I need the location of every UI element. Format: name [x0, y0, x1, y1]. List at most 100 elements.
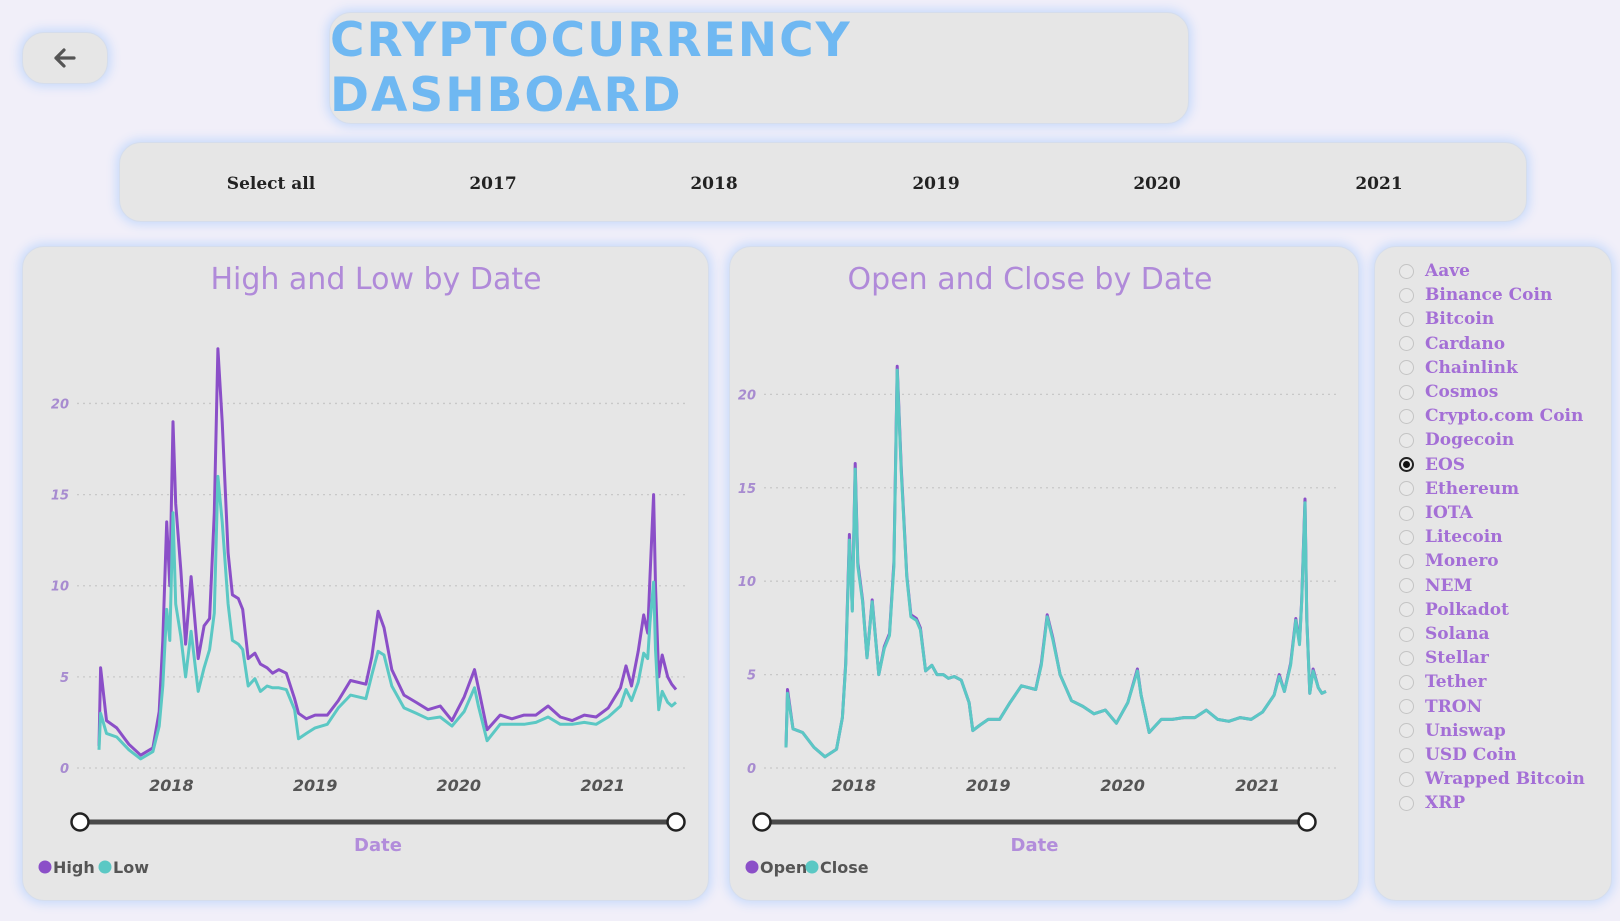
- chart-title: High and Low by Date: [210, 262, 541, 297]
- date-range-end-handle[interactable]: [1297, 812, 1317, 832]
- coin-option-uniswap[interactable]: Uniswap: [1399, 720, 1506, 742]
- coin-option-bitcoin[interactable]: Bitcoin: [1399, 308, 1494, 330]
- y-tick-label: 20: [738, 388, 756, 403]
- radio-button[interactable]: [1399, 578, 1414, 594]
- date-range-start-handle[interactable]: [752, 812, 772, 832]
- legend-marker-low: [98, 860, 112, 874]
- radio-button[interactable]: [1399, 432, 1414, 448]
- series-line-close: [784, 368, 1327, 759]
- coin-option-crypto-com-coin[interactable]: Crypto.com Coin: [1399, 405, 1583, 427]
- coin-option-monero[interactable]: Monero: [1399, 550, 1499, 572]
- radio-button[interactable]: [1399, 311, 1414, 327]
- coin-label: Uniswap: [1425, 720, 1506, 741]
- y-tick-label: 5: [60, 671, 69, 686]
- coin-label: Cardano: [1425, 333, 1506, 354]
- y-tick-label: 20: [51, 397, 69, 412]
- series-line-open: [784, 364, 1327, 759]
- coin-option-wrapped-bitcoin[interactable]: Wrapped Bitcoin: [1399, 768, 1585, 790]
- open-close-chart-card: Open and Close by Date 0 5 10 15 20 2018 2019 20…: [729, 246, 1359, 901]
- coin-option-nem[interactable]: NEM: [1399, 575, 1472, 597]
- radio-button[interactable]: [1399, 699, 1414, 715]
- x-tick-label: 2019: [293, 776, 338, 795]
- year-option-2018[interactable]: 2018: [690, 174, 738, 194]
- radio-button[interactable]: [1399, 626, 1414, 642]
- y-tick-label: 10: [738, 575, 756, 590]
- coin-option-polkadot[interactable]: Polkadot: [1399, 599, 1509, 621]
- radio-button[interactable]: [1399, 263, 1414, 279]
- coin-option-iota[interactable]: IOTA: [1399, 502, 1473, 524]
- coin-option-cosmos[interactable]: Cosmos: [1399, 381, 1498, 403]
- radio-button[interactable]: [1399, 602, 1414, 618]
- coin-option-dogecoin[interactable]: Dogecoin: [1399, 429, 1514, 451]
- coin-option-litecoin[interactable]: Litecoin: [1399, 526, 1503, 548]
- coin-option-chainlink[interactable]: Chainlink: [1399, 357, 1518, 379]
- radio-button[interactable]: [1399, 287, 1414, 303]
- radio-button[interactable]: [1399, 723, 1414, 739]
- coin-option-tron[interactable]: TRON: [1399, 696, 1482, 718]
- radio-button[interactable]: [1399, 553, 1414, 569]
- coin-label: Monero: [1425, 551, 1499, 572]
- coin-label: Chainlink: [1425, 357, 1518, 378]
- x-tick-label: 2020: [436, 776, 481, 795]
- radio-button[interactable]: [1399, 650, 1414, 666]
- coin-option-tether[interactable]: Tether: [1399, 671, 1487, 693]
- coin-label: Cosmos: [1425, 382, 1499, 402]
- coin-label: XRP: [1425, 793, 1466, 814]
- date-range-start-handle[interactable]: [70, 812, 90, 832]
- coin-label: Stellar: [1425, 648, 1489, 669]
- title-box: CRYPTOCURRENCY DASHBOARD: [329, 12, 1189, 124]
- year-option-2021[interactable]: 2021: [1355, 174, 1403, 194]
- radio-button[interactable]: [1399, 360, 1414, 376]
- radio-button[interactable]: [1399, 384, 1414, 400]
- coin-option-binance-coin[interactable]: Binance Coin: [1399, 284, 1552, 306]
- coin-label: Aave: [1425, 261, 1470, 281]
- coin-option-aave[interactable]: Aave: [1399, 260, 1470, 282]
- radio-button[interactable]: [1399, 457, 1414, 473]
- coin-label: Dogecoin: [1425, 430, 1515, 451]
- coin-option-usd-coin[interactable]: USD Coin: [1399, 744, 1516, 766]
- radio-button[interactable]: [1399, 771, 1414, 787]
- y-tick-label: 10: [51, 580, 69, 595]
- x-axis-title: Date: [354, 835, 402, 856]
- coin-label: USD Coin: [1425, 745, 1517, 765]
- high-low-chart-card: High and Low by Date 0 5 10 15 20 2018 2019 2020…: [22, 246, 709, 901]
- y-tick-label: 15: [738, 482, 756, 497]
- coin-option-xrp[interactable]: XRP: [1399, 792, 1465, 814]
- coin-option-solana[interactable]: Solana: [1399, 623, 1489, 645]
- x-tick-label: 2018: [832, 776, 877, 795]
- radio-button[interactable]: [1399, 529, 1414, 545]
- coin-label: NEM: [1425, 575, 1473, 596]
- radio-button[interactable]: [1399, 336, 1414, 352]
- year-option-2017[interactable]: 2017: [469, 174, 517, 194]
- y-tick-label: 15: [51, 489, 69, 504]
- x-tick-label: 2018: [149, 776, 194, 795]
- radio-button[interactable]: [1399, 747, 1414, 763]
- chart-title: Open and Close by Date: [848, 262, 1213, 297]
- coin-option-cardano[interactable]: Cardano: [1399, 333, 1505, 355]
- coin-option-stellar[interactable]: Stellar: [1399, 647, 1489, 669]
- coin-option-ethereum[interactable]: Ethereum: [1399, 478, 1519, 500]
- coin-label: TRON: [1425, 696, 1483, 717]
- radio-button[interactable]: [1399, 795, 1414, 811]
- y-tick-label: 0: [60, 762, 69, 777]
- x-tick-label: 2019: [966, 776, 1011, 795]
- legend-marker-open: [745, 860, 759, 874]
- back-button[interactable]: [22, 32, 108, 84]
- coin-label: Bitcoin: [1425, 309, 1495, 330]
- year-option-2020[interactable]: 2020: [1133, 174, 1181, 194]
- radio-button[interactable]: [1399, 408, 1414, 424]
- legend-marker-close: [805, 860, 819, 874]
- radio-button[interactable]: [1399, 674, 1414, 690]
- radio-button[interactable]: [1399, 481, 1414, 497]
- date-range-end-handle[interactable]: [666, 812, 686, 832]
- x-axis-title: Date: [1011, 835, 1059, 856]
- series-line-low: [97, 474, 677, 761]
- y-tick-label: 5: [747, 669, 756, 684]
- x-tick-label: 2021: [1235, 776, 1280, 795]
- legend-marker-high: [38, 860, 52, 874]
- year-option-2019[interactable]: 2019: [912, 174, 960, 194]
- year-option-select-all[interactable]: Select all: [226, 174, 316, 194]
- legend-label-low: Low: [113, 858, 149, 877]
- radio-button[interactable]: [1399, 505, 1414, 521]
- coin-option-eos[interactable]: EOS: [1399, 454, 1465, 476]
